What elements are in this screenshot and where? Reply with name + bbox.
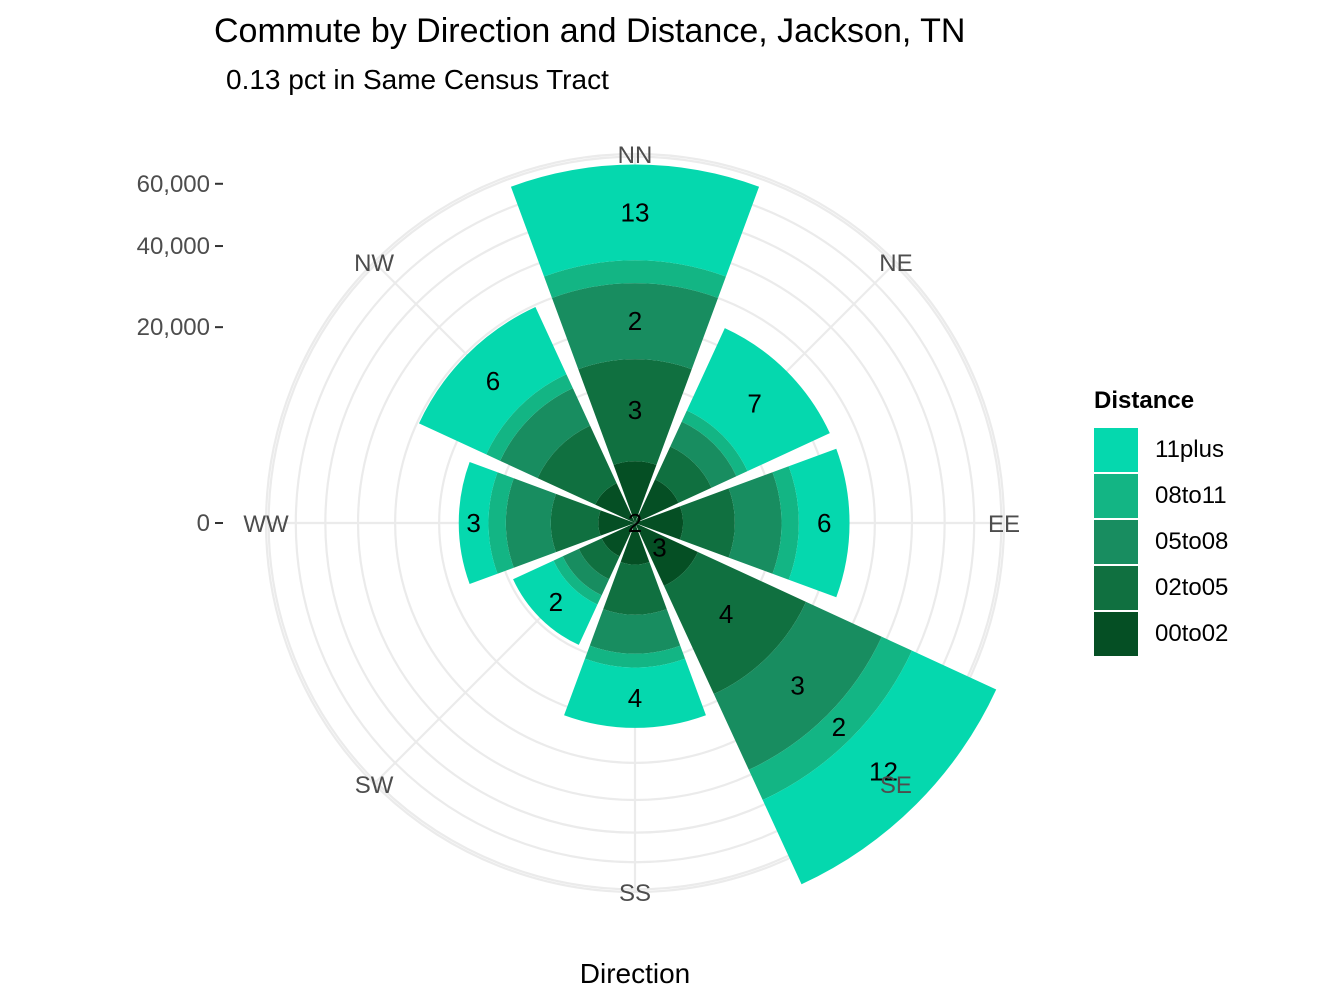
legend-swatch	[1094, 474, 1138, 518]
bar-segment-NW-05to08	[500, 388, 591, 479]
bar-segment-NW-08to11	[486, 374, 573, 461]
bar-segment-SS-05to08	[589, 609, 681, 654]
bar-segment-SE-02to05	[663, 551, 807, 695]
direction-label-NN: NN	[618, 142, 653, 169]
bar-segment-NE-05to08	[670, 421, 737, 488]
segment-label: 3	[652, 532, 666, 562]
bar-segment-SW-00to02	[601, 523, 635, 557]
radial-tick-label: 0	[197, 510, 210, 537]
bar-segment-NN-05to08	[551, 283, 719, 370]
center-label: 2	[628, 508, 642, 538]
segment-label: 2	[549, 587, 563, 617]
bar-segment-EE-00to02	[635, 506, 683, 540]
direction-label-WW: WW	[243, 511, 289, 538]
segment-label: 4	[719, 599, 733, 629]
segment-label: 2	[832, 712, 846, 742]
bar-segment-SW-05to08	[562, 548, 610, 596]
segment-label: 6	[486, 366, 500, 396]
stacked-bars	[418, 164, 997, 885]
bar-segment-SS-00to02	[620, 523, 650, 565]
legend-label: 08to11	[1155, 482, 1227, 509]
bar-segment-WW-00to02	[598, 510, 635, 536]
chart-title: Commute by Direction and Distance, Jacks…	[214, 12, 966, 50]
segment-label: 3	[466, 508, 480, 538]
segment-label: 2	[628, 306, 642, 336]
bar-segment-WW-11plus	[458, 461, 498, 585]
bar-segment-WW-08to11	[488, 472, 514, 574]
legend-item-05to08: 05to08	[1094, 519, 1228, 565]
bar-segment-SE-00to02	[635, 523, 698, 586]
bar-segment-SW-02to05	[578, 538, 620, 580]
legend-label: 05to08	[1155, 528, 1229, 555]
bar-segment-EE-08to11	[772, 466, 799, 580]
bar-segment-NE-08to11	[681, 410, 748, 477]
legend: Distance 11plus 08to11 05to08 02to05 00t…	[1094, 387, 1228, 657]
segment-label: 7	[747, 388, 761, 418]
axes: NN NE EE SE SS SW WW NW 0 20,000 40,000 60,000	[137, 142, 1020, 907]
bar-segment-NE-00to02	[635, 479, 679, 523]
segment-label: 13	[621, 197, 650, 227]
legend-swatch	[1094, 520, 1138, 564]
radial-tick-label: 60,000	[137, 171, 210, 198]
segment-label: 3	[628, 395, 642, 425]
bar-segment-NW-02to05	[537, 425, 617, 505]
direction-label-NW: NW	[354, 250, 394, 277]
bar-segment-SW-08to11	[553, 556, 602, 605]
legend-label: 11plus	[1155, 436, 1224, 463]
bar-segment-NE-11plus	[686, 328, 830, 472]
bar-segment-NN-11plus	[510, 164, 760, 277]
bar-segment-SE-08to11	[748, 636, 912, 800]
legend-item-08to11: 08to11	[1094, 473, 1228, 519]
bar-segment-SS-02to05	[603, 561, 667, 615]
bar-segment-EE-05to08	[728, 472, 782, 574]
bar-segment-SE-11plus	[762, 650, 997, 885]
legend-label: 02to05	[1155, 574, 1229, 601]
radial-tick-label: 20,000	[137, 314, 210, 341]
segment-label: 6	[817, 508, 831, 538]
bar-segment-NW-11plus	[418, 306, 567, 455]
bar-segment-WW-05to08	[505, 478, 556, 568]
bar-segment-WW-02to05	[550, 493, 601, 553]
bar-segment-SS-11plus	[564, 658, 706, 728]
legend-label: 00to02	[1155, 620, 1229, 647]
legend-title: Distance	[1094, 387, 1195, 414]
radial-tick-label: 40,000	[137, 233, 210, 260]
bar-segment-NN-02to05	[578, 359, 692, 465]
bar-segment-NE-02to05	[655, 446, 712, 503]
direction-label-SE: SE	[880, 772, 912, 799]
chart-subtitle: 0.13 pct in Same Census Tract	[226, 64, 609, 95]
segment-label: 3	[790, 671, 804, 701]
legend-swatch	[1094, 566, 1138, 610]
bar-segment-NN-00to02	[613, 461, 657, 523]
bar-segment-EE-02to05	[680, 488, 735, 558]
legend-swatch	[1094, 612, 1138, 656]
bar-segment-SS-08to11	[584, 645, 686, 668]
legend-swatch	[1094, 428, 1138, 472]
direction-label-NE: NE	[879, 250, 912, 277]
direction-label-SW: SW	[355, 772, 394, 799]
legend-item-11plus: 11plus	[1094, 427, 1228, 473]
bar-segment-NW-00to02	[595, 483, 635, 523]
direction-label-SS: SS	[619, 880, 651, 907]
direction-label-EE: EE	[988, 511, 1020, 538]
x-axis-title: Direction	[579, 958, 691, 989]
legend-item-00to02: 00to02	[1094, 611, 1228, 657]
segment-label: 12	[869, 756, 898, 786]
bar-segment-SW-11plus	[513, 560, 598, 645]
legend-item-02to05: 02to05	[1094, 565, 1228, 611]
bar-segment-NN-08to11	[544, 260, 726, 298]
bar-segment-SE-05to08	[713, 601, 882, 770]
bar-segment-EE-11plus	[788, 448, 850, 598]
segment-label: 4	[628, 683, 642, 713]
